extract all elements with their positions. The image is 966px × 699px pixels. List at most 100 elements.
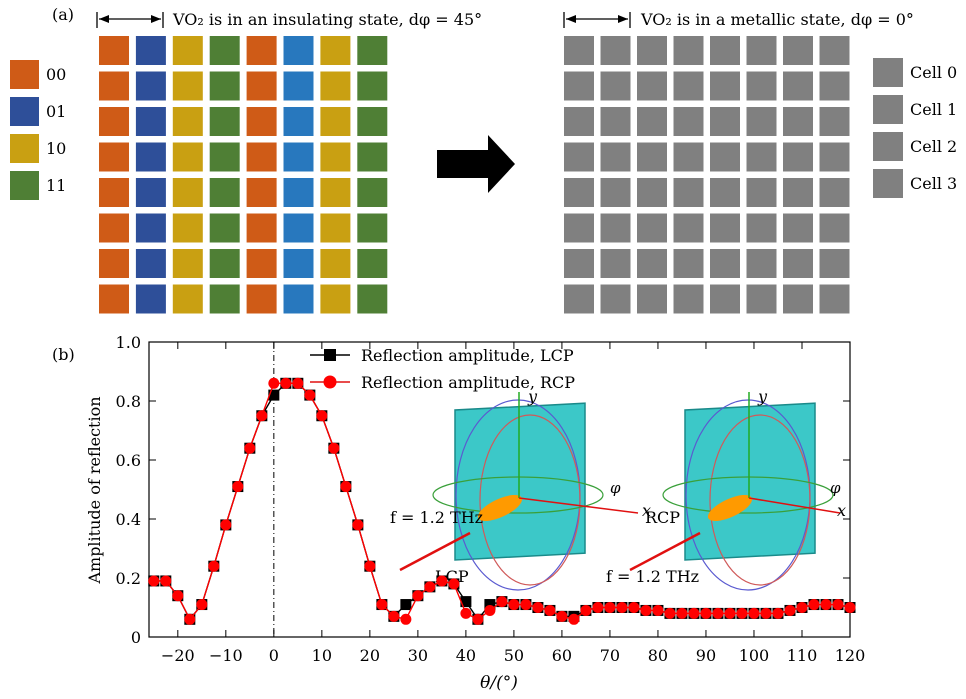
legend-marker-rcp [323,375,337,389]
coding-cell [246,213,277,243]
rcp-point [328,442,340,454]
rcp-point [640,604,652,616]
coding-cell [99,284,129,314]
coding-cell [283,249,314,278]
rcp-point [604,602,616,613]
metal-cell [819,213,850,243]
metal-cell [710,36,740,65]
rcp-point [148,575,160,587]
rcp-point [724,607,736,619]
rcp-point [760,607,772,619]
rcp-point [196,599,208,611]
coding-cell [320,107,351,136]
coding-cell [135,284,166,314]
y-tick-label: 0 [131,628,141,647]
coding-cell [357,213,388,243]
rcp-point [832,599,844,611]
coding-cell [357,249,388,278]
metal-cell [746,213,777,243]
coding-legend-label-11: 11 [46,176,66,195]
metal-cell [783,284,813,314]
metal-cell [819,178,850,207]
y-tick-label: 0.8 [116,392,141,411]
coding-cell [357,142,388,172]
metal-cell [783,178,813,207]
right-caption-arrow [563,12,631,28]
coding-cell [320,142,351,172]
panel-a-schematic: (a) VO₂ is in an insulating state, dφ = … [10,5,957,314]
coding-cell [246,178,277,207]
x-tick-label: 80 [648,646,668,665]
rcp-point [352,519,364,531]
coding-cell [320,249,351,278]
coding-cell [320,213,351,243]
metal-cell [783,249,813,278]
coding-cell [172,71,203,101]
metallic-metasurface-grid [564,36,850,314]
rcp-point [460,607,472,619]
lcp-point [460,596,472,608]
rcp-point [580,604,592,616]
metal-cell [600,249,631,278]
left-caption: VO₂ is in an insulating state, dφ = 45° [172,10,482,29]
metal-cell [819,142,850,172]
x-tick-label: 30 [408,646,428,665]
metal-cell [637,71,667,101]
panel-b-chart: (b) −20 −10 0 10 20 30 40 50 60 70 80 90 100 110 120 0… [52,333,865,693]
lcp-point [484,599,496,611]
coding-cell [99,142,129,172]
coding-cell [320,71,351,101]
rcp-point [436,575,448,587]
rcp-point [820,599,832,611]
lcp-point [400,599,412,611]
y-axis-label: Amplitude of reflection [85,396,104,584]
metal-cell [746,107,777,136]
rcp-phi-label: φ [830,479,841,497]
coding-cell [172,178,203,207]
coding-legend-swatch-00 [10,60,39,89]
metal-cell [564,213,594,243]
metal-cell [637,213,667,243]
metal-cell [746,178,777,207]
metal-cell [783,107,813,136]
coding-cell [357,178,388,207]
metal-cell [564,142,594,172]
rcp-point [172,590,184,602]
x-axis-label: θ/(°) [480,673,518,693]
rcp-point [532,602,544,613]
rcp-point [268,377,280,389]
rcp-point [484,604,496,616]
x-tick-label: 90 [696,646,716,665]
metal-cell [673,71,704,101]
metal-cell [673,36,704,65]
rcp-point [556,610,568,622]
coding-legend: 00 01 10 11 [10,60,66,200]
rcp-point [748,607,760,619]
rcp-point [808,599,820,611]
metal-cell [746,36,777,65]
metal-cell [564,178,594,207]
metal-cell [783,71,813,101]
rcp-point [520,599,532,611]
rcp-point [376,599,388,611]
coding-legend-swatch-10 [10,134,39,163]
rcp-point [256,410,268,422]
rcp-point [472,613,484,625]
legend-label-lcp: Reflection amplitude, LCP [361,346,574,365]
cell-legend-label: Cell 2 [910,137,957,156]
y-axis: 0 0.2 0.4 0.6 0.8 1.0 [116,333,850,647]
y-tick-label: 1.0 [116,333,141,352]
coding-cell [320,284,351,314]
lcp-point [268,389,280,401]
rcp-point [424,581,436,593]
coding-cell [172,142,203,172]
metal-cell [819,71,850,101]
rcp-point [364,560,376,572]
metal-cell [637,249,667,278]
metal-cell [673,107,704,136]
y-tick-label: 0.2 [116,569,141,588]
x-tick-label: 70 [600,646,620,665]
rcp-radiation-pattern-green [662,476,834,514]
left-caption-arrow [96,12,164,28]
lcp-frequency-label: f = 1.2 THz [390,508,483,527]
